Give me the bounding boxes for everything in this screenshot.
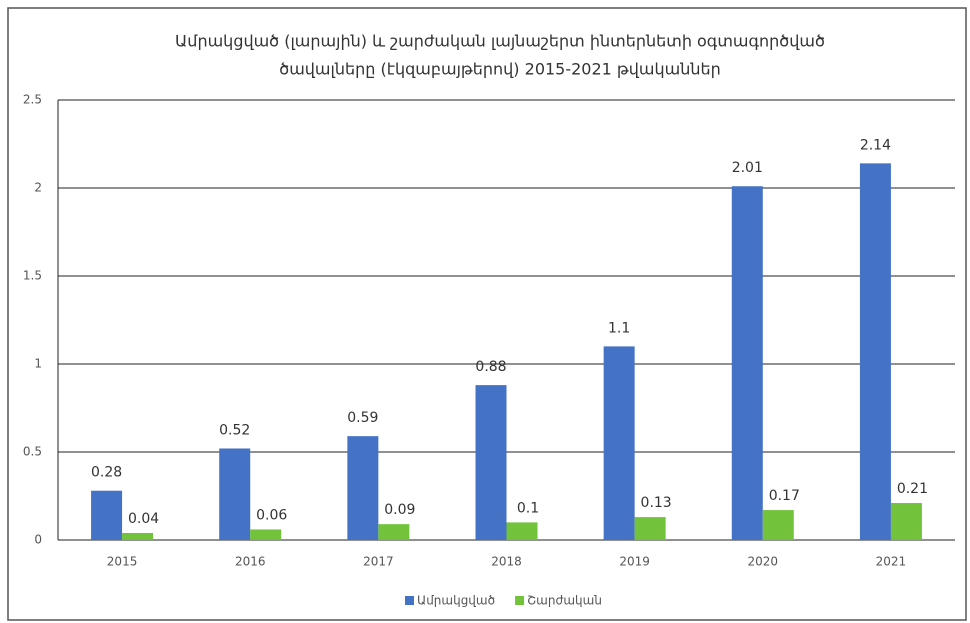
data-label: 1.1: [608, 320, 630, 336]
data-label: 0.88: [475, 359, 506, 375]
bar: [762, 510, 794, 540]
bar: [634, 517, 666, 540]
y-tick-label: 2: [34, 181, 42, 195]
data-label: 0.52: [219, 422, 250, 438]
chart-title: ծավալները (էկզաբայթերով) 2015-2021 թվակա…: [279, 60, 721, 79]
x-tick-label: 2018: [491, 555, 522, 569]
bar: [250, 529, 282, 540]
bar: [731, 186, 763, 541]
legend-label: Շարժական: [527, 594, 602, 608]
y-tick-label: 1: [34, 357, 42, 371]
bar: [378, 524, 410, 540]
y-tick-label: 1.5: [23, 269, 42, 283]
x-tick-label: 2021: [876, 555, 907, 569]
bar: [347, 436, 379, 540]
x-tick-label: 2017: [363, 555, 394, 569]
data-label: 0.04: [128, 511, 159, 527]
x-tick-label: 2016: [235, 555, 266, 569]
data-label: 0.1: [517, 500, 539, 516]
legend-swatch: [515, 596, 525, 605]
data-label: 2.14: [860, 137, 891, 153]
data-label: 0.59: [347, 410, 378, 426]
x-tick-label: 2019: [619, 555, 650, 569]
chart-title: Ամրակցված (լարային) և շարժական լայնաշերտ…: [175, 32, 825, 51]
data-label: 0.21: [897, 481, 928, 497]
data-label: 0.13: [641, 495, 672, 511]
data-label: 2.01: [732, 160, 763, 176]
x-tick-label: 2020: [748, 555, 779, 569]
bar: [603, 346, 635, 540]
y-tick-label: 0: [34, 533, 42, 547]
bar: [219, 448, 251, 540]
bar: [91, 490, 123, 540]
bar: [475, 385, 507, 540]
x-tick-label: 2015: [107, 555, 138, 569]
y-tick-label: 2.5: [23, 93, 42, 107]
bar: [859, 163, 891, 541]
bar: [890, 503, 922, 540]
bar: [506, 522, 538, 540]
bar: [122, 532, 154, 540]
data-label: 0.06: [256, 507, 287, 523]
data-label: 0.28: [91, 465, 122, 481]
data-label: 0.17: [769, 488, 800, 504]
legend-label: Ամրակցված: [417, 594, 495, 608]
legend-swatch: [405, 596, 414, 605]
data-label: 0.09: [384, 502, 415, 518]
y-tick-label: 0.5: [23, 445, 42, 459]
